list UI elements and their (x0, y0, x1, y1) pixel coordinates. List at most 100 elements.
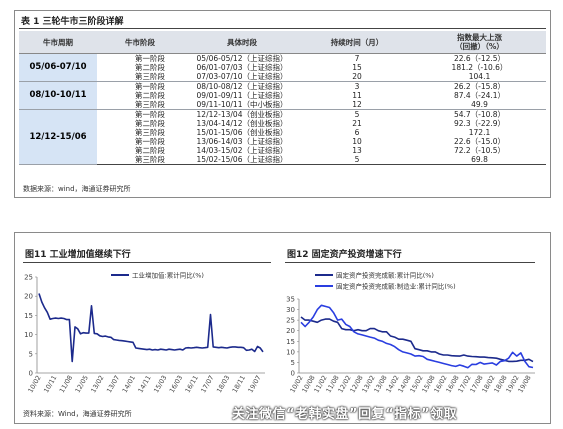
duration-cell: 10 (352, 137, 362, 146)
y-tick-label: 35 (286, 296, 295, 304)
x-tick-label: 16/03 (168, 374, 184, 394)
header-max-change-line: （回撤）（%） (455, 42, 504, 51)
x-tick-label: 16/11 (184, 374, 200, 394)
table-row: 第二阶段 06/01-07/03（上证综指） 15 181.2（-10.6） (19, 63, 546, 72)
period-cell: 09/01-09/11（上证综指） (196, 91, 288, 100)
duration-cell: 5 (354, 110, 360, 119)
y-tick-label: 0 (291, 370, 295, 378)
cycle-cell: 08/10-10/11 (19, 81, 97, 110)
table-row: 08/10-10/11 第一阶段 08/10-08/12（上证综指） 3 26.2（-1… (19, 81, 546, 110)
stage-cell: 第一阶段 (135, 82, 165, 91)
table-source-note: 数据来源：wind，海通证券研究所 (23, 185, 131, 193)
y-tick-label: 5 (291, 359, 295, 367)
table-row: 第二阶段 14/03-15/02（上证综指） 13 72.2（-10.5） (19, 146, 546, 155)
y-tick-label: 10 (286, 348, 295, 356)
change-cell: 92.3（-22.9） (453, 119, 506, 128)
period-cell: 13/06-14/03（上证综指） (196, 137, 288, 146)
y-tick-label: 10 (24, 331, 33, 339)
stage-cell: 第二阶段 (135, 146, 165, 155)
table-row: 第三阶段 15/01-15/06（创业板指） 6 172.1 (19, 128, 546, 137)
y-tick-label: 15 (286, 338, 295, 346)
change-cell: 69.8 (413, 155, 546, 165)
stage-cell: 第三阶段 (97, 72, 183, 82)
x-tick-label: 18/11 (231, 374, 247, 394)
title-divider (19, 28, 546, 29)
chart1-title-divider (23, 262, 271, 263)
table-row: 第一阶段 13/06-14/03（上证综指） 10 22.6（-15.0） (19, 137, 546, 146)
x-tick-label: 15/03 (152, 374, 168, 394)
table-row: 05/06-07/10 第一阶段 05/06-05/12（上证综指） 7 22.6（-1… (19, 53, 546, 82)
table-row: 第二阶段 09/01-09/11（上证综指） 11 87.4（-24.1） (19, 91, 546, 100)
period-cell: 14/03-15/02（上证综指） (196, 146, 288, 155)
duration-cell: 6 (354, 128, 360, 137)
y-tick-label: 15 (24, 312, 33, 320)
period-cell: 08/10-08/12（上证综指） (196, 82, 288, 91)
duration-cell: 12 (301, 100, 413, 110)
header-stage: 牛市阶段 (97, 31, 183, 54)
table-row: 第三阶段 09/11-10/11（中小板指） 12 49.9 (19, 100, 546, 110)
legend-label: 工业增加值:累计同比(%) (132, 271, 204, 280)
fixed-asset-chart: 0510152025303510/0210/0811/0211/0812/021… (286, 271, 535, 394)
change-cell: 26.2（-15.8） (453, 82, 506, 91)
watermark: 关注微信“老韩实盘”回复“指标”领取 (232, 407, 458, 422)
stage-cell: 第一阶段 (135, 137, 165, 146)
x-tick-label: 14/01 (121, 374, 137, 394)
table-row: 12/12-15/06 第一阶段 12/12-13/04（创业板指） 5 54.7（-1… (19, 109, 546, 165)
table-title: 表 1 三轮牛市三阶段详解 (21, 17, 124, 27)
series-line-1 (38, 293, 264, 363)
x-tick-label: 13/07 (105, 374, 121, 394)
y-tick-label: 25 (286, 317, 295, 325)
stage-cell: 第一阶段 (135, 54, 165, 63)
table-row: 第三阶段 07/03-07/10（上证综指） 20 104.1 (19, 72, 546, 82)
header-period: 具体时段 (183, 31, 301, 54)
legend-label: 固定资产投资完成额:制造业:累计同比(%) (336, 282, 456, 291)
table-panel: 表 1 三轮牛市三阶段详解 牛市周期 牛市阶段 具体时段 持续时间（月） 指数最… (14, 10, 551, 198)
table-row: 第二阶段 13/04-14/12（创业板指） 21 92.3（-22.9） (19, 119, 546, 128)
stage-cell: 第一阶段 (135, 110, 165, 119)
legend-label: 固定资产投资完成额:累计同比(%) (336, 271, 434, 280)
stage-cell: 第三阶段 (97, 100, 183, 110)
period-cell: 05/06-05/12（上证综指） (196, 54, 288, 63)
header-duration: 持续时间（月） (301, 31, 413, 54)
period-cell: 13/04-14/12（创业板指） (196, 119, 288, 128)
change-cell: 22.6（-12.5） (453, 54, 506, 63)
table-row: 第三阶段 15/02-15/06（上证综指） 5 69.8 (19, 155, 546, 165)
duration-cell: 13 (352, 146, 362, 155)
x-tick-label: 19/07 (246, 374, 262, 394)
stage-cell: 第三阶段 (135, 128, 165, 137)
cycle-cell: 05/06-07/10 (19, 53, 97, 82)
duration-cell: 7 (354, 54, 360, 63)
duration-cell: 3 (354, 82, 360, 91)
y-tick-label: 25 (24, 274, 33, 282)
period-cell: 15/02-15/06（上证综指） (183, 155, 301, 165)
header-cycle: 牛市周期 (19, 31, 97, 54)
duration-cell: 15 (352, 63, 362, 72)
change-cell: 54.7（-10.8） (453, 110, 506, 119)
cycle-cell: 12/12-15/06 (19, 109, 97, 165)
period-cell: 09/11-10/11（中小板指） (183, 100, 301, 110)
x-tick-label: 12/05 (74, 374, 90, 394)
header-max-change: 指数最大上涨 （回撤）（%） (413, 31, 546, 54)
period-cell: 12/12-13/04（创业板指） (196, 110, 288, 119)
period-cell: 06/01-07/03（上证综指） (196, 63, 288, 72)
x-tick-label: 10/11 (42, 374, 58, 394)
x-tick-label: 11/08 (58, 374, 74, 394)
duration-cell: 5 (301, 155, 413, 165)
duration-cell: 21 (352, 119, 362, 128)
change-cell: 72.2（-10.5） (453, 146, 506, 155)
y-tick-label: 5 (29, 350, 33, 358)
chart2-title-divider (285, 262, 535, 263)
change-cell: 22.6（-15.0） (453, 137, 506, 146)
chart1-title: 图11 工业增加值继续下行 (25, 250, 131, 260)
y-tick-label: 20 (24, 293, 33, 301)
duration-cell: 11 (352, 91, 362, 100)
stage-cell: 第二阶段 (135, 91, 165, 100)
x-tick-label: 18/03 (215, 374, 231, 394)
y-tick-label: 0 (29, 370, 33, 378)
stage-cell: 第二阶段 (135, 63, 165, 72)
table-header-row: 牛市周期 牛市阶段 具体时段 持续时间（月） 指数最大上涨 （回撤）（%） (19, 31, 546, 54)
charts-panel: 图11 工业增加值继续下行 图12 固定资产投资增速下行 0 5 10 15 20 25 1… (14, 232, 551, 424)
period-cell: 15/01-15/06（创业板指） (196, 128, 288, 137)
period-cell: 07/03-07/10（上证综指） (183, 72, 301, 82)
